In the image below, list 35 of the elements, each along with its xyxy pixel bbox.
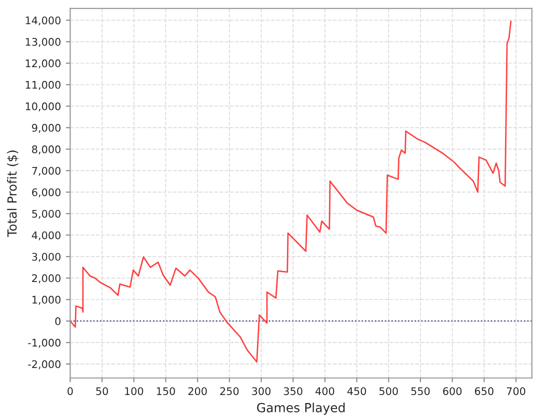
x-tick-label: 350 (284, 387, 302, 396)
line-series (70, 20, 512, 363)
y-tick-label: 7,000 (32, 166, 60, 176)
y-tick-label: 14,000 (26, 16, 60, 26)
y-tick-label: 11,000 (26, 80, 60, 90)
x-tick-label: 550 (411, 387, 430, 396)
y-tick-label: 9,000 (32, 124, 60, 133)
y-tick-label: -2,000 (28, 360, 60, 370)
x-tick-label: 700 (506, 387, 526, 396)
x-tick-label: 450 (347, 387, 366, 396)
y-tick-label: 13,000 (26, 38, 60, 47)
y-tick-label: 3,000 (32, 252, 60, 262)
y-tick-label: 0 (55, 317, 60, 326)
x-tick-label: 500 (379, 387, 398, 396)
x-tick-label: 200 (188, 387, 207, 396)
y-tick-label: 12,000 (26, 59, 60, 68)
x-tick-label: 0 (68, 387, 73, 396)
x-tick-label: 50 (96, 387, 108, 396)
x-tick-label: 100 (125, 387, 144, 396)
y-tick-label: 1,000 (32, 296, 60, 305)
y-axis-title: Total Profit ($) (7, 150, 18, 237)
y-tick-label: -1,000 (28, 338, 60, 348)
y-tick-label: 4,000 (32, 231, 60, 240)
x-axis-title: Games Played (257, 402, 345, 415)
x-tick-label: 300 (252, 387, 270, 396)
y-tick-label: 10,000 (26, 102, 60, 112)
x-tick-label: 600 (443, 387, 462, 396)
x-tick-label: 400 (316, 387, 334, 396)
x-tick-label: 250 (220, 387, 239, 396)
y-tick-label: 8,000 (32, 145, 60, 154)
x-tick-label: 650 (474, 387, 494, 396)
y-tick-label: 5,000 (32, 210, 60, 219)
y-tick-label: 2,000 (32, 274, 60, 284)
y-tick-label: 6,000 (32, 188, 60, 198)
x-tick-label: 150 (156, 387, 175, 396)
